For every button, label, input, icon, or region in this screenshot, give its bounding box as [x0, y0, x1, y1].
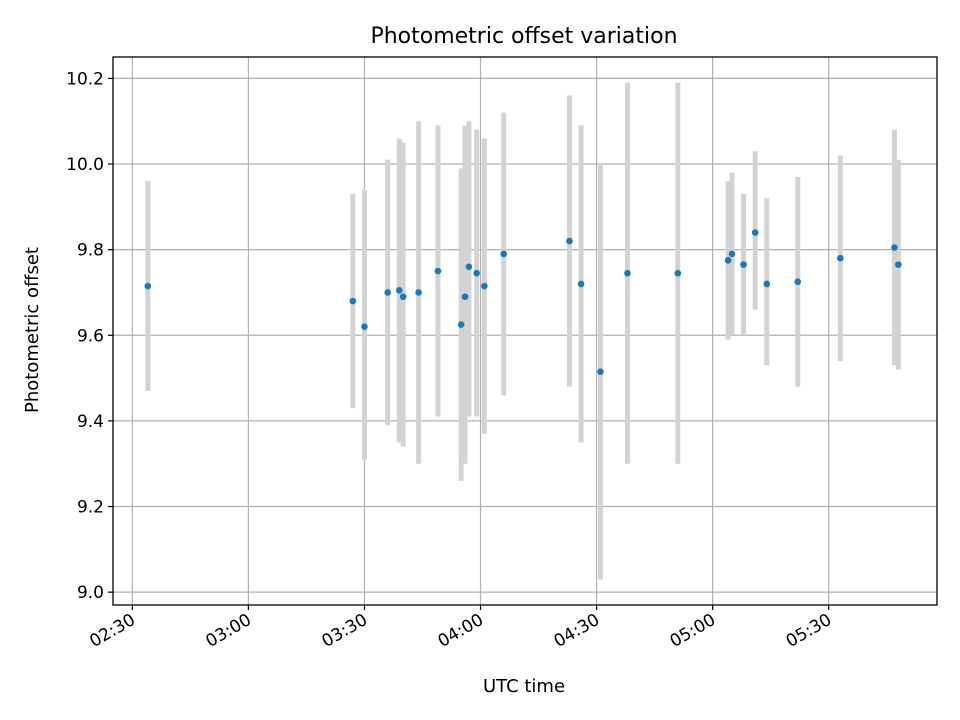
data-point — [395, 287, 403, 294]
grid-lines — [113, 57, 937, 605]
x-axis-label: UTC time — [483, 676, 565, 697]
y-tick-label: 10.0 — [66, 155, 104, 175]
data-point — [473, 269, 480, 277]
data-point — [728, 250, 736, 258]
x-tick-label: 02:30 — [86, 610, 138, 652]
y-tick-label: 9.8 — [77, 241, 104, 261]
x-tick-label: 05:30 — [783, 610, 835, 652]
error-bars — [145, 82, 901, 580]
chart-title: Photometric offset variation — [370, 24, 677, 49]
data-point — [577, 280, 585, 288]
x-tick-label: 04:00 — [435, 610, 487, 652]
x-tick-label: 05:00 — [667, 610, 719, 652]
data-point — [399, 293, 407, 301]
data-point — [434, 267, 442, 275]
data-point — [457, 321, 465, 328]
data-point — [481, 282, 488, 290]
data-point — [465, 263, 473, 271]
y-tick-label: 9.2 — [77, 498, 104, 518]
data-point — [144, 282, 152, 290]
y-tick-label: 9.4 — [77, 412, 104, 432]
data-point — [566, 237, 573, 245]
data-point — [461, 293, 469, 301]
data-point — [740, 261, 747, 268]
data-point — [415, 289, 422, 296]
data-point — [349, 297, 357, 305]
data-point — [597, 368, 604, 375]
x-axis-ticks: 02:30 03:00 03:30 04:00 04:30 05:00 05:30 — [86, 605, 835, 652]
x-tick-label: 03:30 — [319, 610, 371, 652]
data-point — [361, 323, 368, 331]
data-point — [763, 280, 771, 288]
data-point — [751, 229, 759, 236]
y-tick-label: 9.0 — [77, 583, 104, 603]
y-tick-label: 9.6 — [77, 326, 104, 346]
y-tick-label: 10.2 — [66, 69, 104, 89]
y-axis-ticks: 9.0 9.2 9.4 9.6 9.8 10.0 10.2 — [66, 69, 113, 603]
x-tick-label: 03:00 — [202, 610, 254, 652]
data-point — [674, 269, 682, 277]
data-point — [724, 257, 732, 264]
plot-frame — [112, 56, 938, 606]
data-point — [500, 250, 508, 258]
data-point — [836, 254, 844, 262]
data-point — [891, 244, 898, 251]
data-point — [895, 261, 902, 268]
x-tick-label: 04:30 — [551, 610, 603, 652]
data-point — [384, 289, 391, 296]
data-point — [624, 269, 631, 277]
data-points — [144, 229, 902, 375]
data-point — [794, 278, 802, 286]
y-axis-label: Photometric offset — [22, 247, 43, 413]
